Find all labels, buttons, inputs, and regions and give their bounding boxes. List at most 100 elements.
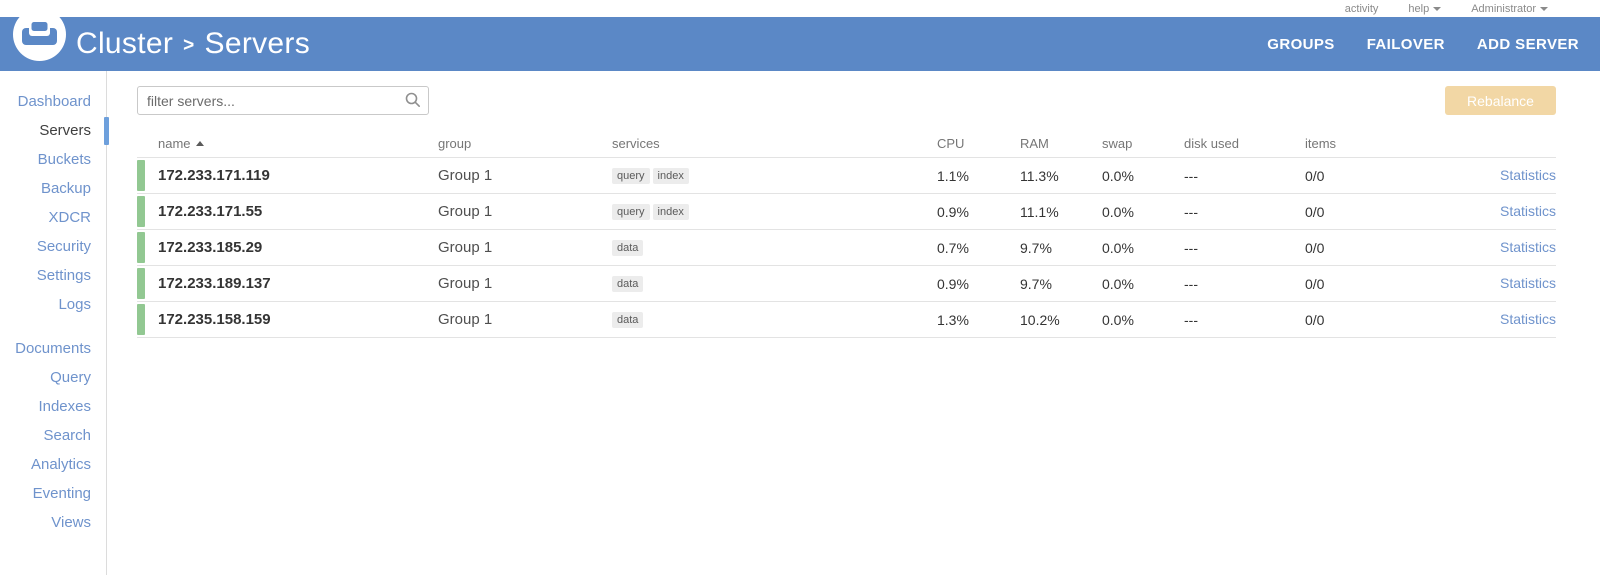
sidebar-secondary-group: Documents Query Indexes Search Analytics Even… xyxy=(0,334,106,537)
add-server-button[interactable]: ADD SERVER xyxy=(1476,35,1579,53)
server-cpu: 1.1% xyxy=(937,167,969,184)
page-body: Dashboard Servers Buckets Backup XDCR Securit… xyxy=(0,71,1600,575)
table-row: 172.235.158.159 Group 1 data 1.3% 10.2% … xyxy=(137,301,1556,337)
server-items: 0/0 xyxy=(1305,167,1325,184)
search-icon xyxy=(405,92,420,107)
query-service-badge: query xyxy=(612,203,650,220)
column-header-group[interactable]: group xyxy=(438,135,472,151)
server-name: 172.235.158.159 xyxy=(158,311,271,328)
sidebar-item-settings[interactable]: Settings xyxy=(36,267,91,284)
sidebar-primary-group: Dashboard Servers Buckets Backup XDCR Securit… xyxy=(0,87,109,319)
column-header-swap[interactable]: swap xyxy=(1102,135,1133,151)
header-actions: GROUPS FAILOVER ADD SERVER xyxy=(1267,36,1579,53)
groups-button[interactable]: GROUPS xyxy=(1267,35,1335,53)
sidebar-item-views[interactable]: Views xyxy=(51,514,91,531)
help-menu[interactable]: help xyxy=(1408,3,1442,15)
server-table-body: 172.233.171.119 Group 1 query index 1.1% … xyxy=(137,157,1556,337)
sidebar-nav: Dashboard Servers Buckets Backup XDCR Securit… xyxy=(0,71,109,575)
activity-link[interactable]: activity xyxy=(1345,3,1379,15)
server-disk-used: --- xyxy=(1184,275,1198,292)
sidebar-item-buckets[interactable]: Buckets xyxy=(37,151,91,168)
server-group: Group 1 xyxy=(438,311,493,328)
server-services: data xyxy=(604,239,922,256)
server-health-bar xyxy=(137,304,145,335)
server-name: 172.233.171.119 xyxy=(158,167,270,184)
sidebar-item-search[interactable]: Search xyxy=(43,427,91,444)
activity-link-label: activity xyxy=(1344,2,1379,15)
table-bottom-border xyxy=(137,337,1556,338)
column-header-name-label: name xyxy=(158,135,191,151)
column-header-cpu[interactable]: CPU xyxy=(937,135,965,151)
index-service-badge: index xyxy=(652,167,689,184)
breadcrumb-cluster: Cluster xyxy=(76,27,174,60)
sidebar-item-servers[interactable]: Servers xyxy=(0,116,109,145)
failover-button[interactable]: FAILOVER xyxy=(1366,35,1445,53)
statistics-link[interactable]: Statistics xyxy=(1499,238,1556,255)
server-items: 0/0 xyxy=(1305,275,1325,292)
administrator-menu-label: Administrator xyxy=(1471,2,1536,15)
server-cpu: 0.9% xyxy=(937,203,969,220)
server-items: 0/0 xyxy=(1305,239,1325,256)
rebalance-button[interactable]: Rebalance xyxy=(1445,86,1556,115)
main-panel: Rebalance name group services CPU RAM sw… xyxy=(107,71,1600,575)
administrator-menu[interactable]: Administrator xyxy=(1471,3,1548,15)
filter-servers-input[interactable] xyxy=(137,86,429,115)
server-swap: 0.0% xyxy=(1102,203,1134,220)
sidebar-item-documents[interactable]: Documents xyxy=(15,340,91,357)
column-header-name[interactable]: name xyxy=(145,132,430,151)
server-ram: 9.7% xyxy=(1020,275,1052,292)
server-health-bar xyxy=(137,160,145,191)
sidebar-item-backup[interactable]: Backup xyxy=(40,180,91,197)
server-group: Group 1 xyxy=(438,167,493,184)
statistics-link[interactable]: Statistics xyxy=(1499,166,1556,183)
column-header-disk-used[interactable]: disk used xyxy=(1184,135,1239,151)
query-service-badge: query xyxy=(612,167,650,184)
server-swap: 0.0% xyxy=(1102,311,1134,328)
column-header-ram[interactable]: RAM xyxy=(1020,135,1049,151)
sidebar-group-divider xyxy=(0,319,106,334)
sidebar-item-dashboard[interactable]: Dashboard xyxy=(17,93,91,110)
utility-bar: activity help Administrator xyxy=(0,0,1600,17)
server-group: Group 1 xyxy=(438,239,493,256)
server-group: Group 1 xyxy=(438,203,493,220)
statistics-link[interactable]: Statistics xyxy=(1499,274,1556,291)
statistics-link[interactable]: Statistics xyxy=(1499,310,1556,327)
server-name: 172.233.171.55 xyxy=(158,203,263,220)
sidebar-item-eventing[interactable]: Eventing xyxy=(32,485,91,502)
breadcrumb: Cluster > Servers xyxy=(76,27,310,61)
sidebar-item-logs[interactable]: Logs xyxy=(58,296,91,313)
server-ram: 11.3% xyxy=(1020,167,1059,184)
server-disk-used: --- xyxy=(1184,239,1198,256)
server-swap: 0.0% xyxy=(1102,239,1134,256)
sidebar-item-xdcr[interactable]: XDCR xyxy=(48,209,91,226)
sort-asc-icon xyxy=(195,140,204,146)
table-row: 172.233.189.137 Group 1 data 0.9% 9.7% 0… xyxy=(137,265,1556,301)
server-health-bar xyxy=(137,268,145,299)
column-header-services[interactable]: services xyxy=(612,135,660,151)
chevron-down-icon xyxy=(1540,6,1548,11)
server-group: Group 1 xyxy=(438,275,493,292)
app-header: Cluster > Servers GROUPS FAILOVER ADD SE… xyxy=(0,8,1600,71)
sidebar-item-analytics[interactable]: Analytics xyxy=(30,456,91,473)
breadcrumb-separator: > xyxy=(183,34,195,56)
statistics-link[interactable]: Statistics xyxy=(1499,202,1556,219)
filter-field-wrap xyxy=(137,86,429,115)
server-cpu: 0.7% xyxy=(937,239,969,256)
server-health-bar xyxy=(137,196,145,227)
data-service-badge: data xyxy=(612,239,644,256)
sidebar-item-query[interactable]: Query xyxy=(50,369,91,386)
table-row: 172.233.185.29 Group 1 data 0.7% 9.7% 0.… xyxy=(137,229,1556,265)
server-ram: 9.7% xyxy=(1020,239,1052,256)
server-services: data xyxy=(604,275,922,292)
column-header-items[interactable]: items xyxy=(1305,135,1337,151)
sidebar-item-indexes[interactable]: Indexes xyxy=(38,398,91,415)
server-health-bar xyxy=(137,232,145,263)
server-disk-used: --- xyxy=(1184,203,1198,220)
chevron-down-icon xyxy=(1433,6,1442,11)
header-bar-spacer xyxy=(137,139,145,143)
server-ram: 11.1% xyxy=(1020,203,1059,220)
server-swap: 0.0% xyxy=(1102,275,1134,292)
sidebar-item-security[interactable]: Security xyxy=(36,238,91,255)
table-header-row: name group services CPU RAM swap disk us… xyxy=(137,125,1556,157)
server-name: 172.233.185.29 xyxy=(158,239,263,256)
